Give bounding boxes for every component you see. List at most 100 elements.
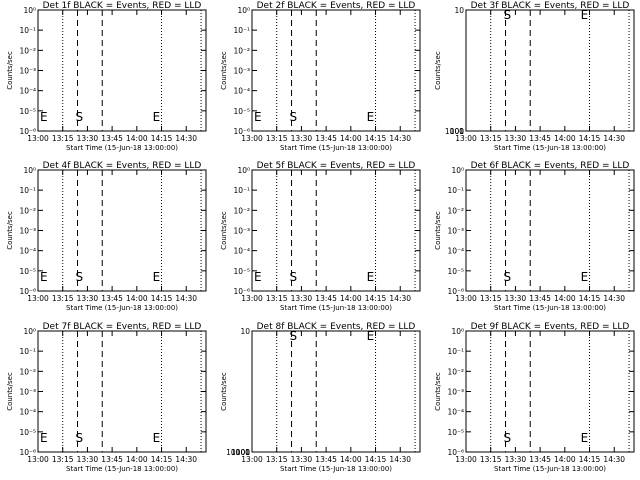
- x-axis-label: Start Time (15-Jun-18 13:00:00): [494, 144, 606, 152]
- y-tick-label: 10⁻²: [19, 367, 36, 376]
- panel-det-5: Det 5f BLACK = Events, RED = LLD 10⁰ 10⁻¹ 1…: [220, 161, 421, 312]
- x-tick-label: 13:45: [529, 455, 551, 464]
- y-axis-label: Counts/sec: [220, 211, 228, 250]
- panel-title: Det 2f BLACK = Events, RED = LLD: [257, 1, 416, 11]
- panel-det-4: Det 4f BLACK = Events, RED = LLD 10⁰ 10⁻¹ 1…: [6, 161, 207, 312]
- y-tick-label: 10⁻⁶: [233, 287, 250, 296]
- y-axis-label: Counts/sec: [434, 372, 442, 411]
- left-e-marker: E: [40, 270, 48, 284]
- x-tick-label: 13:15: [52, 455, 74, 464]
- y-tick-label: 10⁻⁵: [447, 428, 464, 437]
- x-tick-label: 13:30: [291, 455, 313, 464]
- x-tick-label: 14:15: [151, 455, 173, 464]
- y-tick-label: 10⁻¹: [447, 347, 464, 356]
- start-s-marker: S: [76, 110, 84, 124]
- end-e-marker: E: [153, 270, 161, 284]
- y-tick-label: 10⁻³: [19, 227, 36, 236]
- y-tick-label: 1000: [231, 448, 250, 457]
- x-axis-label: Start Time (15-Jun-18 13:00:00): [66, 144, 178, 152]
- y-tick-label: 10⁰: [237, 6, 250, 15]
- x-tick-label: 13:30: [505, 294, 527, 303]
- x-tick-label: 13:00: [27, 134, 49, 143]
- x-tick-label: 14:00: [340, 134, 362, 143]
- panel-det-2: Det 2f BLACK = Events, RED = LLD 10⁰ 10⁻¹ 1…: [220, 1, 421, 152]
- y-tick-label: 100: [236, 448, 251, 457]
- panel-title: Det 4f BLACK = Events, RED = LLD: [43, 161, 202, 171]
- panel-title: Det 8f BLACK = Events, RED = LLD: [257, 322, 416, 332]
- x-tick-label: 13:30: [291, 294, 313, 303]
- left-e-marker: E: [254, 270, 262, 284]
- x-tick-label: 13:00: [455, 455, 477, 464]
- y-axis-label: Counts/sec: [6, 51, 14, 90]
- x-tick-label: 13:15: [52, 134, 74, 143]
- y-tick-label: 10⁻³: [447, 227, 464, 236]
- panel-det-1: Det 1f BLACK = Events, RED = LLD 10⁰ 10⁻¹ 1…: [6, 1, 207, 152]
- y-tick-label: 10⁻²: [447, 206, 464, 215]
- x-tick-label: 13:45: [315, 455, 337, 464]
- y-tick-label: 10⁻⁶: [19, 448, 36, 457]
- x-tick-label: 13:30: [291, 134, 313, 143]
- y-tick-label: 10⁻¹: [233, 26, 250, 35]
- end-e-marker: E: [581, 431, 589, 445]
- y-tick-label: 10⁻⁵: [233, 107, 250, 116]
- x-tick-label: 14:30: [389, 455, 411, 464]
- start-s-marker: S: [290, 270, 298, 284]
- x-tick-label: 14:15: [365, 294, 387, 303]
- y-tick-label: 10⁻³: [19, 388, 36, 397]
- end-e-marker: E: [153, 431, 161, 445]
- x-axis-label: Start Time (15-Jun-18 13:00:00): [66, 304, 178, 312]
- x-tick-label: 13:45: [101, 134, 123, 143]
- y-axis-label: Counts/sec: [434, 211, 442, 250]
- x-tick-label: 13:45: [315, 134, 337, 143]
- x-tick-label: 13:15: [52, 294, 74, 303]
- y-tick-label: 10⁻³: [447, 388, 464, 397]
- y-tick-label: 100: [450, 127, 465, 136]
- left-e-marker: E: [40, 431, 48, 445]
- y-tick-label: 10⁻⁵: [19, 428, 36, 437]
- y-tick-label: 10⁰: [23, 166, 36, 175]
- x-tick-label: 14:30: [603, 134, 625, 143]
- y-tick-label: 10⁻⁴: [447, 247, 464, 256]
- x-tick-label: 13:30: [505, 455, 527, 464]
- left-e-marker: E: [40, 110, 48, 124]
- x-tick-label: 14:00: [126, 294, 148, 303]
- panel-title: Det 9f BLACK = Events, RED = LLD: [471, 322, 630, 332]
- y-tick-label: 10⁻²: [233, 46, 250, 55]
- y-tick-label: 10⁻¹: [19, 186, 36, 195]
- panel-det-6: Det 6f BLACK = Events, RED = LLD 10⁰ 10⁻¹ 1…: [434, 161, 635, 312]
- y-tick-label: 10⁻⁴: [19, 87, 36, 96]
- x-tick-label: 13:15: [266, 455, 288, 464]
- y-tick-label: 10⁻⁵: [233, 267, 250, 276]
- x-tick-label: 14:00: [126, 134, 148, 143]
- x-tick-label: 13:45: [101, 455, 123, 464]
- panel-title: Det 6f BLACK = Events, RED = LLD: [471, 161, 630, 171]
- y-tick-label: 10⁰: [451, 327, 464, 336]
- y-tick-label: 10⁻⁶: [19, 127, 36, 136]
- end-e-marker: E: [581, 270, 589, 284]
- end-e-marker: E: [367, 270, 375, 284]
- x-tick-label: 13:30: [77, 294, 99, 303]
- x-axis-label: Start Time (15-Jun-18 13:00:00): [494, 304, 606, 312]
- y-tick-label: 10⁻²: [447, 367, 464, 376]
- x-tick-label: 13:30: [77, 455, 99, 464]
- start-s-marker: S: [504, 8, 512, 22]
- y-tick-label: 10: [454, 6, 464, 15]
- end-e-marker: E: [367, 329, 375, 343]
- x-tick-label: 13:45: [101, 294, 123, 303]
- panel-det-7: Det 7f BLACK = Events, RED = LLD 10⁰ 10⁻¹ 1…: [6, 322, 207, 473]
- y-tick-label: 1: [459, 127, 464, 136]
- x-axis-label: Start Time (15-Jun-18 13:00:00): [494, 465, 606, 473]
- y-tick-label: 10⁻²: [233, 206, 250, 215]
- x-tick-label: 13:45: [315, 294, 337, 303]
- y-tick-label: 10⁻⁶: [19, 287, 36, 296]
- x-tick-label: 14:00: [554, 294, 576, 303]
- y-tick-label: 1: [245, 448, 250, 457]
- panel-det-9: Det 9f BLACK = Events, RED = LLD 10⁰ 10⁻¹ 1…: [434, 322, 635, 473]
- y-tick-label: 10⁻³: [233, 67, 250, 76]
- y-tick-label: 10⁻⁵: [447, 267, 464, 276]
- end-e-marker: E: [153, 110, 161, 124]
- y-tick-label: 10⁻³: [233, 227, 250, 236]
- y-tick-label: 10⁻⁵: [19, 107, 36, 116]
- x-tick-label: 13:15: [480, 455, 502, 464]
